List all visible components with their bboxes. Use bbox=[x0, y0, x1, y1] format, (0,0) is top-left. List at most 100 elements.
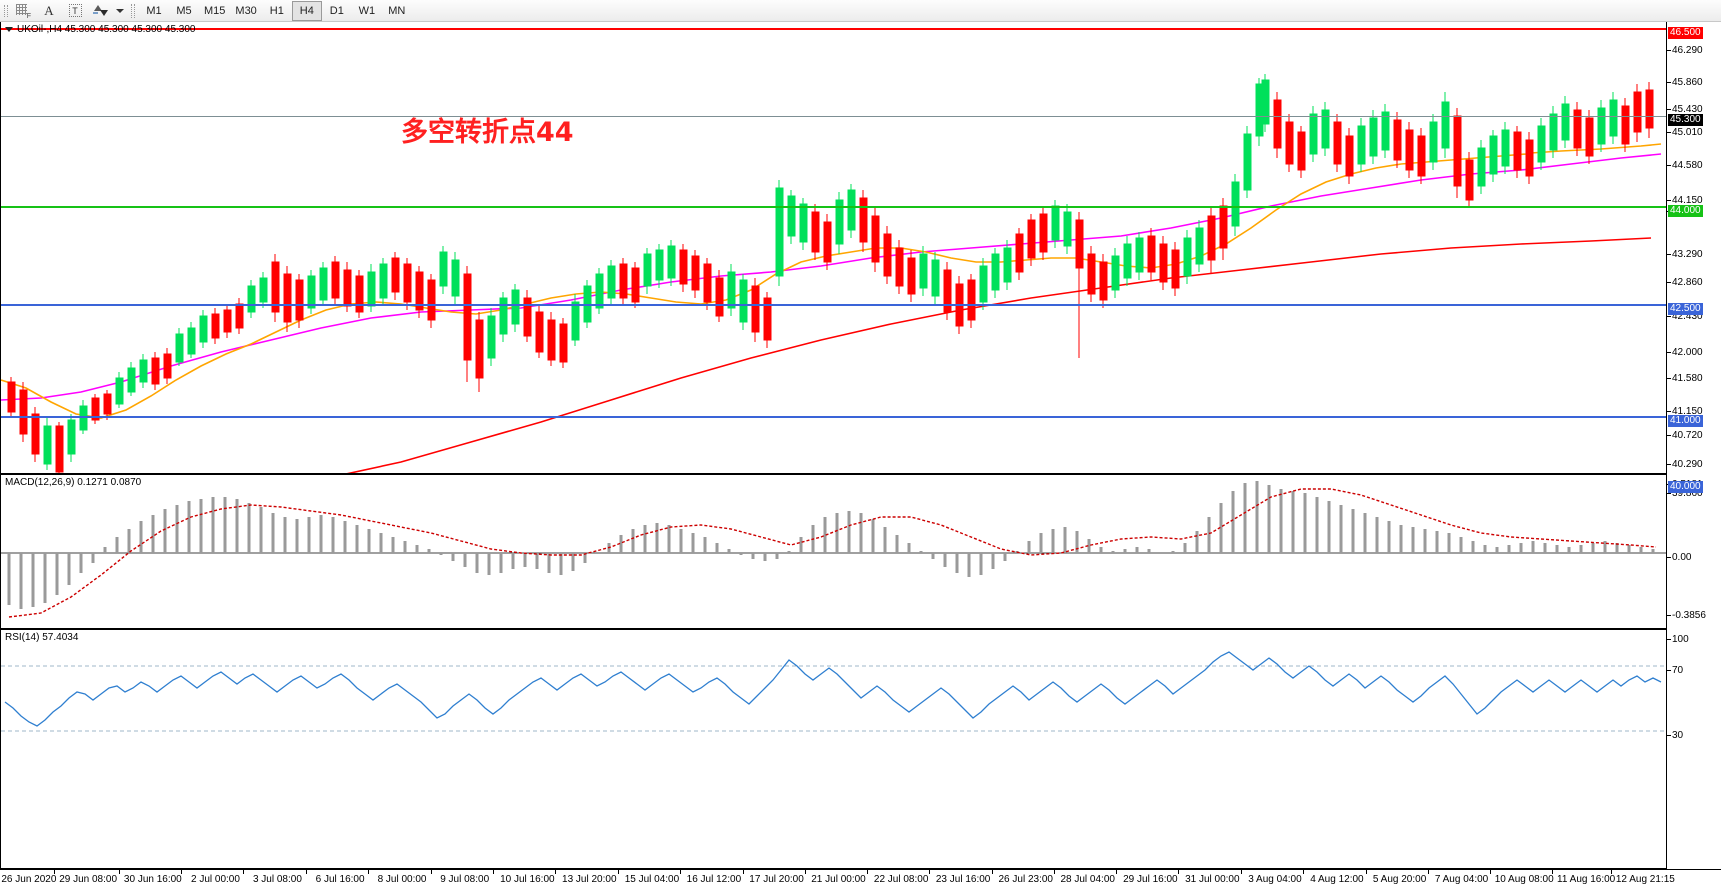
time-axis-tick bbox=[555, 870, 557, 874]
time-axis-tick bbox=[1116, 870, 1118, 874]
time-axis-tick bbox=[368, 870, 370, 874]
price-axis-badge[interactable]: 42.500 bbox=[1668, 303, 1703, 315]
time-axis-label: 7 Aug 04:00 bbox=[1434, 874, 1489, 885]
time-axis-label: 30 Jun 16:00 bbox=[123, 874, 182, 885]
rsi-pane[interactable]: RSI(14) 57.4034 bbox=[0, 629, 1666, 869]
time-axis-label: 31 Jul 00:00 bbox=[1185, 874, 1240, 885]
time-axis-label: 16 Jul 12:00 bbox=[686, 874, 742, 885]
time-axis-tick bbox=[243, 870, 245, 874]
rsi-header: RSI(14) 57.4034 bbox=[5, 632, 79, 643]
time-axis-label: 8 Jul 00:00 bbox=[377, 874, 427, 885]
rsi-line bbox=[4, 651, 1662, 727]
time-axis-label: 9 Jul 08:00 bbox=[440, 874, 490, 885]
price-axis-label: 42.430 bbox=[1672, 311, 1703, 322]
crosshair-icon-label: F bbox=[26, 12, 31, 20]
timeframe-d1[interactable]: D1 bbox=[329, 4, 344, 17]
axis-tick bbox=[1667, 200, 1671, 201]
chevron-down-icon[interactable] bbox=[114, 1, 126, 21]
time-axis-label: 29 Jun 08:00 bbox=[59, 874, 118, 885]
time-axis-tick bbox=[118, 870, 120, 874]
level-41000[interactable] bbox=[1, 416, 1666, 418]
time-axis-label: 4 Aug 12:00 bbox=[1310, 874, 1364, 885]
price-axis-label: 70 bbox=[1672, 665, 1684, 676]
axis-tick bbox=[1667, 639, 1671, 640]
time-axis-tick bbox=[679, 870, 681, 874]
level-42500[interactable] bbox=[1, 304, 1666, 306]
timeframe-h4[interactable]: H4 bbox=[291, 0, 322, 21]
macd-pane[interactable]: MACD(12,26,9) 0.1271 0.0870 bbox=[0, 474, 1666, 629]
price-axis-label: 41.150 bbox=[1672, 406, 1703, 417]
shapes-icon[interactable] bbox=[88, 1, 114, 21]
ma-fast-line bbox=[1, 143, 1662, 419]
price-axis-label: 40.290 bbox=[1672, 459, 1703, 470]
timeframe-m15[interactable]: M15 bbox=[204, 4, 226, 17]
level-44000[interactable] bbox=[1, 206, 1666, 208]
price-axis-label: 45.860 bbox=[1672, 77, 1703, 88]
axis-tick bbox=[1667, 435, 1671, 436]
toolbar-grip[interactable] bbox=[1, 2, 10, 20]
time-axis-tick bbox=[617, 870, 619, 874]
timeframe-m1[interactable]: M1 bbox=[146, 4, 162, 17]
price-axis-badge[interactable]: 40.000 bbox=[1668, 481, 1703, 493]
text-box-icon[interactable]: T bbox=[62, 1, 88, 21]
text-label-icon[interactable]: A bbox=[36, 1, 62, 21]
axis-tick bbox=[1667, 557, 1671, 558]
price-axis-label: 45.430 bbox=[1672, 104, 1703, 115]
price-axis-badge[interactable]: 44.000 bbox=[1668, 205, 1703, 217]
timeframe-w1[interactable]: W1 bbox=[358, 4, 376, 17]
chart-annotation-text[interactable]: 多空转折点44 bbox=[401, 117, 574, 148]
price-axis-label: 39.860 bbox=[1672, 488, 1703, 499]
time-axis-label: 3 Aug 04:00 bbox=[1248, 874, 1302, 885]
price-axis-label: 45.010 bbox=[1672, 127, 1703, 138]
time-axis-tick bbox=[1302, 870, 1304, 874]
axis-tick bbox=[1667, 316, 1671, 317]
timeframe-h1[interactable]: H1 bbox=[269, 4, 284, 17]
price-axis-label: -0.3856 bbox=[1672, 610, 1706, 621]
time-axis-label: 29 Jul 16:00 bbox=[1123, 874, 1178, 885]
price-axis-label: 100 bbox=[1672, 634, 1689, 645]
time-axis-tick bbox=[181, 870, 183, 874]
timeframe-m30[interactable]: M30 bbox=[235, 4, 257, 17]
price-chart-pane[interactable]: UKOil-,H4 45.300 45.300 45.300 45.300 多空… bbox=[0, 22, 1666, 474]
price-axis-badge[interactable]: 45.300 bbox=[1668, 114, 1703, 126]
crosshair-icon[interactable]: F bbox=[10, 1, 36, 21]
axis-tick bbox=[1667, 254, 1671, 255]
time-axis-tick bbox=[1611, 870, 1613, 874]
axis-tick bbox=[1667, 50, 1671, 51]
axis-tick bbox=[1667, 735, 1671, 736]
axis-tick bbox=[1667, 378, 1671, 379]
time-axis-label: 13 Jul 20:00 bbox=[562, 874, 617, 885]
axis-tick bbox=[1667, 352, 1671, 353]
timeframe-m5[interactable]: M5 bbox=[176, 4, 192, 17]
time-axis-tick bbox=[804, 870, 806, 874]
time-axis-tick bbox=[1427, 870, 1429, 874]
time-axis-label: 21 Jul 00:00 bbox=[811, 874, 866, 885]
time-axis-label: 6 Jul 16:00 bbox=[315, 874, 365, 885]
axis-tick bbox=[1667, 411, 1671, 412]
time-axis-tick bbox=[306, 870, 308, 874]
macd-header: MACD(12,26,9) 0.1271 0.0870 bbox=[5, 477, 142, 488]
price-axis-badge[interactable]: 46.500 bbox=[1668, 27, 1703, 39]
time-axis-label: 2 Jul 00:00 bbox=[191, 874, 240, 885]
price-axis[interactable]: 46.29045.86045.43045.01044.58044.15043.7… bbox=[1666, 22, 1721, 869]
level-46500[interactable] bbox=[1, 28, 1666, 30]
ma-mid-line bbox=[1, 153, 1662, 401]
level-45300[interactable] bbox=[1, 116, 1666, 117]
price-axis-label: 42.000 bbox=[1672, 347, 1703, 358]
time-axis-tick bbox=[1240, 870, 1242, 874]
time-axis-label: 26 Jul 23:00 bbox=[998, 874, 1054, 885]
text-label-icon-glyph: A bbox=[44, 2, 54, 18]
axis-tick bbox=[1667, 615, 1671, 616]
time-axis[interactable]: 26 Jun 2020 29 Jun 08:00 30 Jun 16:00 2 Jul… bbox=[0, 869, 1721, 891]
time-axis-tick bbox=[1178, 870, 1180, 874]
chevron-down-icon[interactable] bbox=[5, 27, 13, 32]
price-axis-badge[interactable]: 41.000 bbox=[1668, 415, 1703, 427]
price-candles-svg bbox=[1, 74, 1662, 473]
toolbar-separator bbox=[128, 2, 137, 20]
symbol-header-text: UKOil-,H4 45.300 45.300 45.300 45.300 bbox=[17, 24, 196, 35]
rsi-svg bbox=[1, 651, 1666, 732]
axis-tick bbox=[1667, 493, 1671, 494]
time-axis-tick bbox=[1053, 870, 1055, 874]
timeframe-mn[interactable]: MN bbox=[388, 4, 406, 17]
